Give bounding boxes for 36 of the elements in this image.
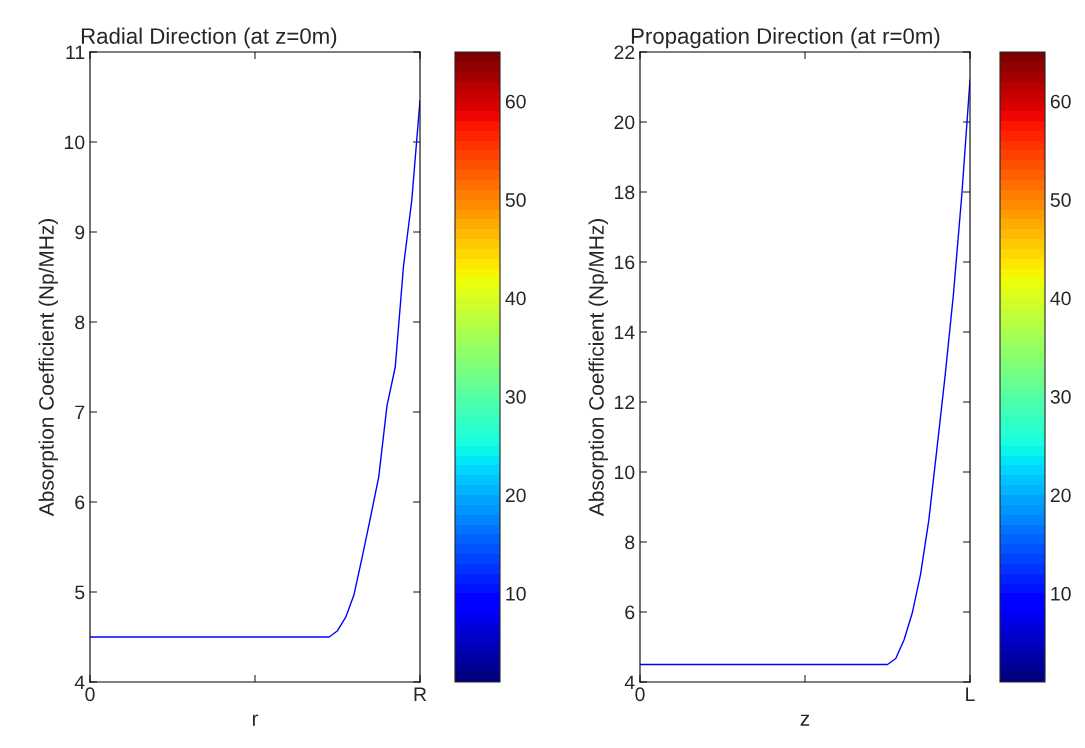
color-bar-label: 10: [506, 586, 526, 601]
color-bar-label: 50: [505, 193, 526, 207]
y-axis-title: Absorption Coefficient (Np/MHz): [588, 219, 608, 517]
x-tick-label: L: [966, 687, 975, 701]
color-bar-label: 30: [505, 390, 526, 404]
color-bar-label: 60: [505, 94, 526, 109]
x-axis-title: r: [252, 714, 259, 726]
y-tick-label: 6: [625, 605, 635, 620]
color-bar-label: 20: [505, 488, 526, 503]
color-bar-label: 20: [1050, 488, 1071, 503]
y-tick-label: 4: [74, 675, 85, 690]
x-axis-title: z: [800, 714, 810, 726]
y-tick-label: 4: [624, 675, 635, 690]
color-bar-label: 40: [505, 291, 526, 306]
x-tick-label: 0: [635, 687, 645, 702]
y-tick-label: 14: [615, 325, 635, 340]
y-tick-label: 8: [625, 535, 635, 550]
y-axis-title: Absorption Coefficient (Np/MHz): [38, 219, 58, 517]
y-tick-label: 18: [615, 185, 635, 200]
y-tick-label: 8: [75, 315, 85, 330]
color-bar-label: 10: [1051, 586, 1071, 601]
x-tick-label: 0: [85, 687, 95, 702]
y-tick-label: 10: [65, 135, 85, 150]
color-bar-label: 30: [1050, 390, 1071, 404]
y-tick-label: 6: [75, 495, 85, 510]
x-tick-label: R: [414, 687, 427, 701]
y-tick-label: 7: [75, 405, 85, 420]
y-tick-label: 9: [75, 225, 85, 240]
color-bar-label: 60: [1050, 94, 1071, 109]
color-bar-label: 50: [1050, 193, 1071, 207]
y-tick-label: 12: [615, 395, 635, 410]
color-bar-label: 40: [1050, 291, 1071, 306]
y-tick-label: 10: [615, 465, 635, 480]
y-tick-label: 20: [614, 115, 635, 130]
y-tick-label: 16: [615, 255, 635, 270]
y-tick-label: 5: [75, 585, 85, 600]
